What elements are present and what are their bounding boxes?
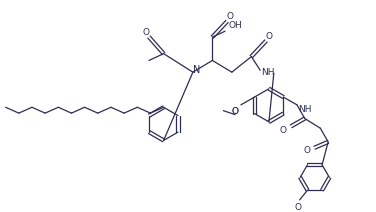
- Text: O: O: [143, 28, 150, 37]
- Text: NH: NH: [261, 68, 275, 77]
- Text: O: O: [303, 146, 310, 155]
- Text: OH: OH: [229, 21, 243, 30]
- Text: O: O: [294, 203, 301, 212]
- Text: NH: NH: [298, 105, 311, 114]
- Text: O: O: [280, 126, 287, 135]
- Text: O: O: [232, 107, 239, 116]
- Text: O: O: [232, 107, 239, 116]
- Text: N: N: [193, 65, 200, 75]
- Text: O: O: [265, 32, 273, 40]
- Text: O: O: [226, 12, 233, 21]
